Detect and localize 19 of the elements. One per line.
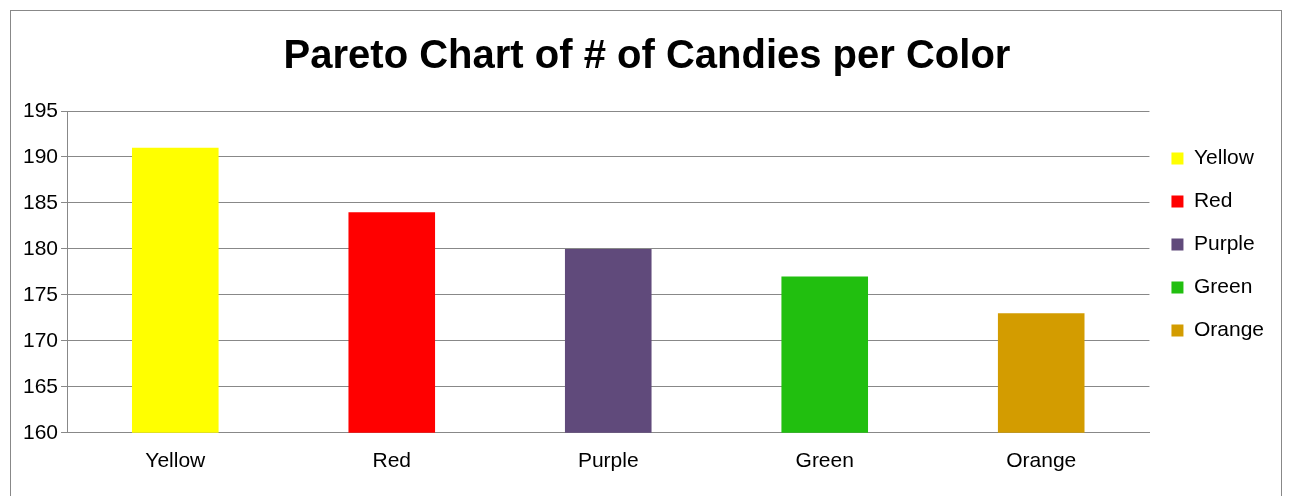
y-tick-label: 170 (22, 327, 59, 351)
y-tick-label: 195 (22, 97, 59, 121)
chart-title: Pareto Chart of # of Candies per Color (283, 32, 1011, 77)
legend-label: Purple (1193, 231, 1255, 255)
x-tick-label: Purple (577, 448, 639, 472)
y-tick-label: 165 (22, 373, 59, 397)
x-tick-label: Orange (1006, 448, 1077, 472)
legend-label: Red (1193, 188, 1233, 212)
y-tick-label: 180 (22, 235, 59, 259)
x-tick-label: Yellow (145, 448, 207, 472)
legend-label: Green (1193, 274, 1253, 298)
legend-label: Orange (1193, 317, 1264, 341)
y-tick-label: 190 (22, 143, 59, 167)
y-tick-label: 175 (22, 281, 59, 305)
y-tick-label: 185 (22, 189, 59, 213)
y-tick-label: 160 (22, 419, 59, 443)
x-tick-label: Red (372, 448, 412, 472)
legend-label: Yellow (1193, 145, 1255, 169)
x-tick-label: Green (795, 448, 854, 472)
